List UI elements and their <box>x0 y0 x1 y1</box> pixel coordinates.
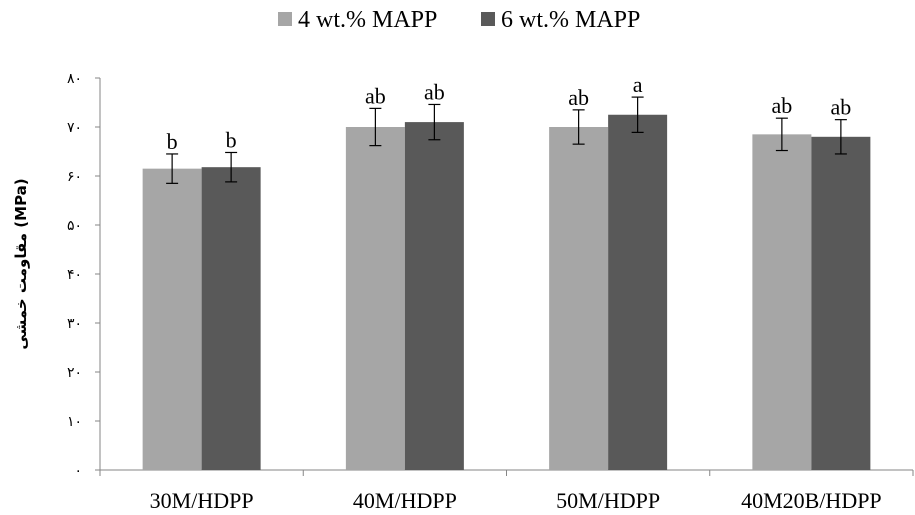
data-label: b <box>226 127 237 152</box>
bar <box>752 134 812 470</box>
x-axis: 30M/HDPP 40M/HDPP 50M/HDPP 40M20B/HDPP <box>99 469 914 513</box>
y-axis-label: مقاومت خمشی (MPa) <box>12 178 30 349</box>
data-label: ab <box>568 85 589 110</box>
x-tick-label: 40M/HDPP <box>353 488 457 513</box>
x-tick-label: 40M20B/HDPP <box>741 488 882 513</box>
data-label: ab <box>424 79 445 104</box>
x-tick-label: 50M/HDPP <box>556 488 660 513</box>
bar <box>142 168 202 470</box>
y-tick-label: ۱۰ <box>67 414 82 430</box>
y-tick-label: ۸۰ <box>67 71 82 87</box>
data-label: ab <box>771 93 792 118</box>
y-tick-label: ۷۰ <box>67 120 82 136</box>
data-label: a <box>633 72 643 97</box>
y-tick-label: ۲۰ <box>67 365 82 381</box>
bars-group: b ab ab ab b ab a ab <box>142 72 871 471</box>
y-tick-label: ۶۰ <box>67 169 82 185</box>
bar <box>811 136 871 471</box>
y-tick-label: ۵۰ <box>67 218 82 234</box>
y-tick-label: ۳۰ <box>67 316 82 332</box>
data-label: ab <box>830 95 851 120</box>
x-tick-label: 30M/HDPP <box>150 488 254 513</box>
legend-label: 4 wt.% MAPP <box>298 7 437 33</box>
chart-legend: 4 wt.% MAPP 6 wt.% MAPP <box>278 7 640 33</box>
data-label: ab <box>365 83 386 108</box>
bar <box>549 127 609 470</box>
legend-swatch <box>278 12 292 26</box>
bar <box>201 167 261 470</box>
bar <box>404 122 464 470</box>
y-tick-label: ۴۰ <box>67 267 82 283</box>
legend-label: 6 wt.% MAPP <box>501 7 640 33</box>
y-tick-label: ۰ <box>74 463 82 479</box>
data-label: b <box>167 129 178 154</box>
bar <box>608 114 668 470</box>
legend-swatch <box>481 12 495 26</box>
bar <box>345 127 405 470</box>
y-axis: ۰ ۱۰ ۲۰ ۳۰ ۴۰ ۵۰ ۶۰ ۷۰ ۸۰ <box>67 71 101 479</box>
